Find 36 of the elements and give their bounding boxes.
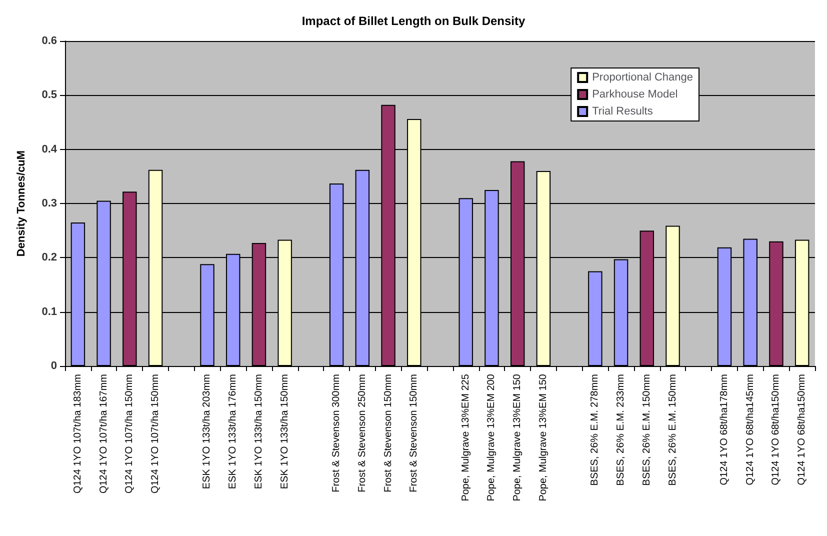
x-tick-label: BSES, 26% E.M. 150mm xyxy=(641,374,652,486)
x-tick-label: Pope, Mulgrave 13%EM 200 xyxy=(486,374,498,502)
x-tick-label: Frost & Stevenson 150mm xyxy=(382,374,394,492)
legend-label: Trial Results xyxy=(592,106,654,118)
chart-title: Impact of Billet Length on Bulk Density xyxy=(302,14,526,28)
y-tick-label: 0.6 xyxy=(42,35,57,47)
y-tick-label: 0.5 xyxy=(42,89,57,102)
x-tick-label: BSES, 26% E.M. 233mm xyxy=(616,374,627,486)
legend-label: Proportional Change xyxy=(592,72,694,84)
x-tick-label: ESK 1YO 133t/ha 150mm xyxy=(279,374,290,490)
x-tick-label: BSES, 26% E.M. 278mm xyxy=(590,374,601,486)
x-tick-label: ESK 1YO 133t/ha 176mm xyxy=(228,374,239,490)
x-tick-label: BSES, 26% E.M. 150mm xyxy=(667,374,678,486)
x-tick-label: Q124 1YO 68t/ha150mm xyxy=(770,374,782,486)
y-tick-label: 0.4 xyxy=(42,143,58,156)
x-tick-label: Q124 1YO 107t/ha 150mm xyxy=(124,374,136,494)
y-tick-label: 0.1 xyxy=(42,306,57,318)
y-tick-label: 0.2 xyxy=(42,252,57,264)
x-tick-label: Q124 1YO 68t/ha178mm xyxy=(718,374,730,486)
y-tick-label: 0 xyxy=(50,360,57,372)
y-tick-label: 0.3 xyxy=(42,198,57,210)
x-tick-label: Frost & Stevenson 150mm xyxy=(408,374,420,492)
x-tick-label: Q124 1YO 107t/ha 150mm xyxy=(150,374,162,494)
x-tick-label: ESK 1YO 133t/ha 150mm xyxy=(253,374,264,490)
x-tick-label: Q124 1YO 107t/ha 167mm xyxy=(98,374,110,494)
x-tick-label: Frost & Stevenson 250mm xyxy=(356,374,368,492)
x-tick-label: Q124 1YO 68t/ha145mm xyxy=(744,374,756,486)
x-tick-label: ESK 1YO 133t/ha 203mm xyxy=(202,374,213,490)
x-tick-label: Q124 1YO 68t/ha150mm xyxy=(796,374,808,486)
x-tick-label: Frost & Stevenson 300mm xyxy=(331,374,342,492)
x-tick-label: Pope, Mulgrave 13%EM 225 xyxy=(460,374,472,502)
legend-label: Parkhouse Model xyxy=(592,88,678,100)
x-tick-label: Q124 1YO 107t/ha 183mm xyxy=(72,374,84,494)
x-tick-label: Pope, Mulgrave 13%EM 150 xyxy=(512,374,524,502)
y-axis-title: Density Tonnes/cuM xyxy=(16,150,28,257)
x-tick-label: Pope, Mulgrave 13%EM 150 xyxy=(538,374,549,502)
